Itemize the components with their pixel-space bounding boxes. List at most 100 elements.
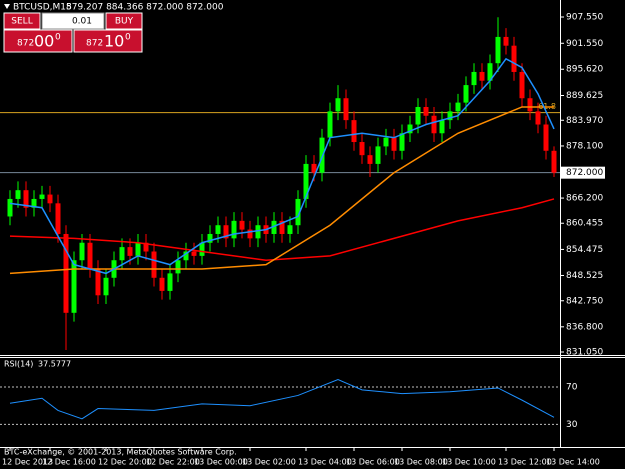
candle-body xyxy=(183,251,189,261)
candle-body xyxy=(383,137,389,147)
ask-sup: 0 xyxy=(125,33,131,43)
ask-box[interactable] xyxy=(73,29,143,53)
y-tick-label: 842.750 xyxy=(566,296,603,306)
candle-body xyxy=(391,137,397,151)
candle-body xyxy=(151,251,157,278)
rsi-value: 37.5777 xyxy=(38,360,71,369)
x-tick-label: 13 Dec 14:00 xyxy=(546,458,600,467)
y-tick-label: 878.100 xyxy=(566,141,603,151)
x-tick-label: 13 Dec 06:00 xyxy=(346,458,400,467)
candle-body xyxy=(103,277,109,296)
sell-button[interactable] xyxy=(3,12,41,30)
candle-body xyxy=(215,225,221,234)
y-tick-label: 901.550 xyxy=(566,39,603,49)
symbol: BTCUSD,M15 xyxy=(13,3,72,13)
sell-label: SELL xyxy=(11,17,32,27)
moving-average xyxy=(9,106,554,275)
bid-sup: 0 xyxy=(55,33,61,43)
candle-body xyxy=(95,269,101,296)
candle-body xyxy=(311,163,317,173)
rsi-line xyxy=(9,379,555,420)
y-tick-label: 836.800 xyxy=(566,322,603,332)
candle-body xyxy=(231,220,237,239)
bid-main: 00 xyxy=(34,32,54,51)
candle-body xyxy=(335,98,341,112)
x-tick-label: 13 Dec 00:00 xyxy=(194,458,248,467)
y-tick-label: 889.625 xyxy=(566,91,603,101)
candle-body xyxy=(543,124,549,151)
candle-body xyxy=(351,120,357,143)
x-tick-label: 13 Dec 08:00 xyxy=(394,458,448,467)
x-tick-label: 13 Dec 04:00 xyxy=(298,458,352,467)
candle-body xyxy=(167,273,173,291)
x-tick-label: 12 Dec 20:00 xyxy=(98,458,152,467)
candle-body xyxy=(31,198,37,208)
candle-body xyxy=(415,106,421,125)
x-tick-label: 12 Dec 22:00 xyxy=(146,458,200,467)
candle-body xyxy=(239,220,245,230)
candle-body xyxy=(87,242,93,270)
y-tick-label: 854.475 xyxy=(566,245,603,255)
bid-big: 872 xyxy=(17,39,34,49)
candle-body xyxy=(127,247,133,256)
candle-body xyxy=(279,220,285,234)
candle-body xyxy=(367,155,373,164)
candle-body xyxy=(39,194,45,199)
candle-body xyxy=(23,190,29,208)
buy-label: BUY xyxy=(115,17,134,27)
candle-body xyxy=(463,85,469,103)
candle-body xyxy=(479,71,485,81)
y-tick-label: 70 xyxy=(566,383,578,393)
ask-big: 872 xyxy=(86,39,103,49)
candle-body xyxy=(135,242,141,256)
x-tick-label: 13 Dec 12:00 xyxy=(498,458,552,467)
candle-body xyxy=(399,133,405,151)
candle-body xyxy=(55,203,61,234)
x-tick-label: 12 Dec 2013 xyxy=(2,458,53,467)
candle-body xyxy=(535,111,541,125)
last-price-box xyxy=(561,166,605,179)
candle-body xyxy=(327,111,333,138)
candle-body xyxy=(271,220,277,234)
candle-body xyxy=(359,142,365,156)
candle-body xyxy=(423,106,429,116)
y-tick-label: 860.455 xyxy=(566,219,603,229)
moving-average xyxy=(9,198,555,262)
candle-body xyxy=(71,260,77,313)
y-tick-label: 831.050 xyxy=(566,348,603,358)
candle-body xyxy=(455,102,461,112)
candle-body xyxy=(159,277,165,291)
trade-panel: SELL 0.01 BUY 872 00 0 872 10 0 xyxy=(3,12,143,53)
candle-body xyxy=(495,36,501,64)
candle-body xyxy=(287,225,293,234)
candle-body xyxy=(319,137,325,173)
lot-input[interactable] xyxy=(41,12,105,30)
x-tick-label: 12 Dec 16:00 xyxy=(42,458,96,467)
candle-body xyxy=(119,247,125,261)
lot-value: 0.01 xyxy=(72,17,92,27)
candle-body xyxy=(511,45,517,72)
candle-body xyxy=(63,233,69,313)
y-tick-label: 883.970 xyxy=(566,116,603,126)
candle-body xyxy=(247,229,253,239)
buy-button[interactable] xyxy=(105,12,143,30)
candle-body xyxy=(343,98,349,121)
rsi-title: RSI(14) xyxy=(4,360,33,369)
candle-body xyxy=(471,71,477,86)
y-tick-label: 866.200 xyxy=(566,194,603,204)
candle-body xyxy=(527,98,533,112)
moving-average xyxy=(9,57,555,275)
candle-body xyxy=(47,194,53,204)
candle-body xyxy=(551,150,557,173)
candle-body xyxy=(7,198,13,217)
x-tick-label: 13 Dec 02:00 xyxy=(242,458,296,467)
ask-main: 10 xyxy=(104,32,124,51)
candle-body xyxy=(503,36,509,46)
candle-body xyxy=(223,225,229,239)
y-tick-label: 895.620 xyxy=(566,65,603,75)
y-tick-label: 30 xyxy=(566,420,578,430)
bid-box[interactable] xyxy=(3,29,73,53)
candle-body xyxy=(303,163,309,199)
